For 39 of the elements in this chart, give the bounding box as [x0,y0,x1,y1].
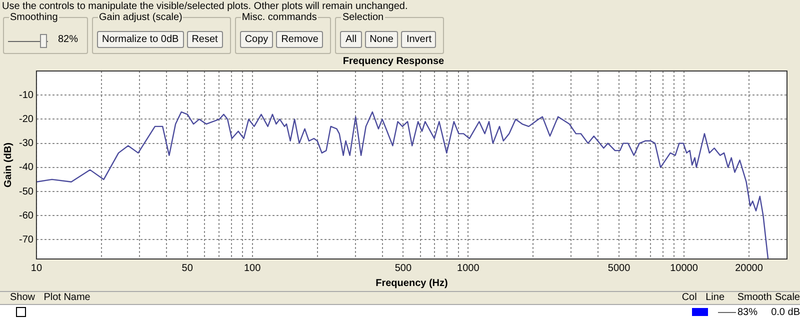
text: Reset [186,30,223,48]
text: 83% [738,306,759,318]
chart-title: Frequency Response [342,56,445,67]
text: Col [682,292,698,304]
x-tick-label: 20000 [735,262,764,274]
text: Selection [341,12,385,23]
text: Invert [401,30,436,48]
text: Copy [240,30,274,48]
text: Use the controls to manipulate the visible/selected plots. Other plots will remain unchanged. [2,1,408,12]
y-tick-label: -60 [19,210,34,222]
text: 0.0 dB [771,306,800,318]
y-tick-label: -10 [19,90,34,101]
y-tick-label: -50 [19,186,34,198]
y-tick-label: -70 [19,234,34,246]
x-tick-label: 5000 [608,262,631,274]
text: All [340,30,362,48]
text: Misc. commands [240,12,318,23]
x-tick-label: 50 [182,262,194,274]
text: Show [10,292,36,304]
y-tick-label: -30 [19,138,34,150]
text: Line [706,292,726,304]
text: Normalize to 0dB [97,30,184,48]
x-axis-title: Frequency (Hz) [376,278,448,289]
x-tick-label: 10 [30,262,42,274]
text: Plot Name [44,292,92,304]
text: Remove [276,30,324,48]
y-tick-label: -40 [19,162,34,174]
x-tick-label: 1000 [457,262,480,274]
y-axis-title: Gain (dB) [2,142,14,188]
text: Smooth [737,292,773,304]
x-tick-label: 10000 [670,262,698,274]
text: None [364,30,398,48]
y-tick-label: -20 [19,114,34,125]
x-tick-label: 500 [394,262,412,274]
text: Scale [774,292,800,304]
text: Smoothing [9,12,59,23]
text: Gain adjust (scale) [98,12,184,23]
x-tick-label: 100 [244,262,262,274]
text: 82% [58,34,78,44]
